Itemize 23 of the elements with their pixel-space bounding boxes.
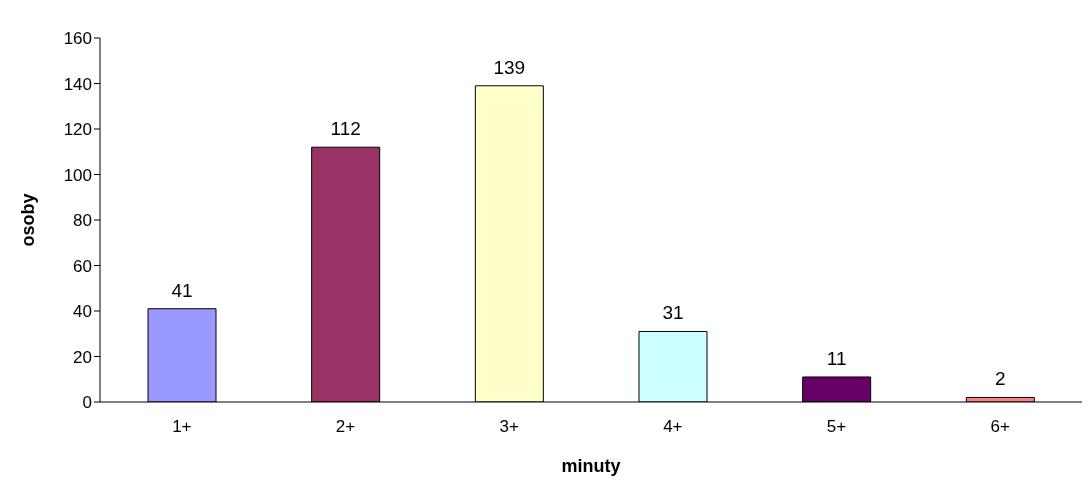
- x-tick-label: 5+: [826, 417, 847, 437]
- y-tick-label: 100: [63, 165, 92, 185]
- x-tick-label: 6+: [990, 417, 1010, 437]
- x-tick-label: 2+: [335, 417, 356, 437]
- y-tick-label: 160: [63, 29, 92, 49]
- y-tick-label: 0: [82, 393, 92, 413]
- y-tick-label: 40: [73, 302, 92, 322]
- y-tick-label: 60: [73, 256, 92, 276]
- data-label: 139: [493, 56, 526, 78]
- data-label: 112: [330, 118, 361, 140]
- data-label: 2: [995, 368, 1006, 390]
- y-tick-label: 20: [73, 347, 92, 367]
- x-axis-title: minuty: [561, 456, 621, 476]
- y-tick-label: 120: [63, 120, 92, 140]
- y-tick-label: 140: [63, 74, 92, 94]
- data-label: 31: [662, 302, 684, 324]
- x-tick-label: 4+: [663, 417, 683, 437]
- y-tick-label: 80: [73, 211, 92, 231]
- data-label: 11: [826, 347, 847, 369]
- data-label: 41: [171, 279, 193, 301]
- x-tick-label: 3+: [499, 417, 519, 437]
- x-tick-label: 1+: [172, 417, 192, 437]
- y-axis-title: osoby: [18, 193, 39, 247]
